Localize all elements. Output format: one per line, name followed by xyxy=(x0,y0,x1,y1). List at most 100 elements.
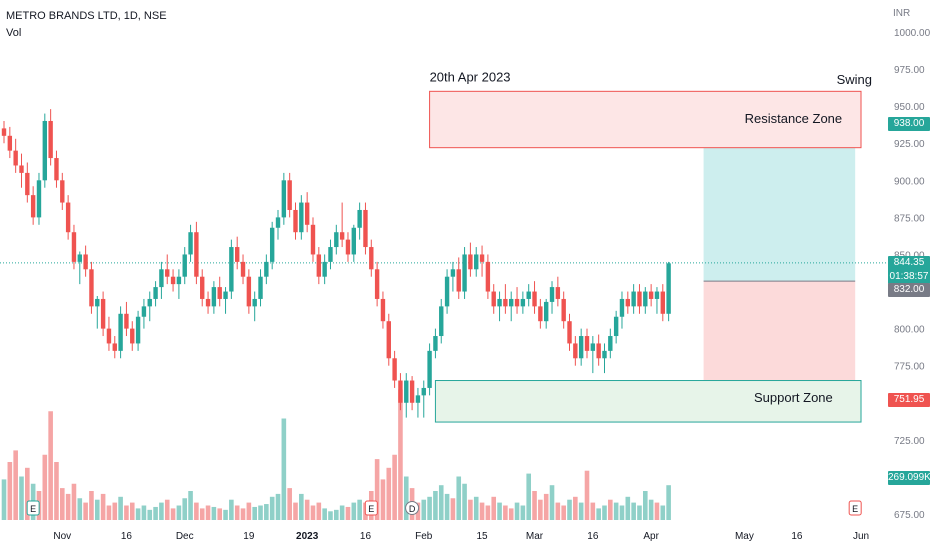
volume-bar xyxy=(643,491,648,520)
volume-bar xyxy=(386,467,392,520)
candle-body xyxy=(89,269,94,307)
volume-bar xyxy=(176,505,182,520)
candle-body xyxy=(159,269,164,288)
volume-bar xyxy=(514,502,520,520)
x-tick-label: Mar xyxy=(526,531,544,542)
candle-body xyxy=(509,298,514,307)
candle-body xyxy=(439,306,444,337)
candle-body xyxy=(392,358,397,381)
candle-body xyxy=(48,120,53,159)
candle-body xyxy=(503,298,508,307)
candle-body xyxy=(36,180,42,218)
volume-bar xyxy=(234,505,240,520)
volume-bar xyxy=(159,502,164,520)
y-tick-label: 950.00 xyxy=(894,102,925,113)
volume-tag: 269.099K xyxy=(888,471,931,485)
volume-bar xyxy=(508,508,514,520)
candle-body xyxy=(631,291,636,307)
candle-body xyxy=(71,232,77,262)
event-marker-label: E xyxy=(368,504,374,514)
volume-bar xyxy=(398,389,403,520)
target-zone xyxy=(703,123,856,282)
current-price-value: 844.35 xyxy=(893,256,925,268)
volume-bar xyxy=(13,450,18,520)
candle-body xyxy=(223,291,228,299)
volume-bar xyxy=(135,508,141,520)
candle-body xyxy=(7,135,13,151)
x-tick-label: 16 xyxy=(360,531,372,542)
event-marker-label: E xyxy=(852,504,858,514)
x-tick-label: 19 xyxy=(243,531,255,542)
volume-bar xyxy=(328,511,333,520)
y-tick-label: 675.00 xyxy=(894,510,925,521)
candle-body xyxy=(42,120,48,181)
candle-body xyxy=(369,247,374,270)
volume-bar xyxy=(240,508,246,520)
candle-body xyxy=(584,336,590,351)
volume-bar xyxy=(299,493,304,520)
current-price-tag: 844.35 01:38:57 xyxy=(888,255,930,284)
volume-bar xyxy=(199,508,205,520)
candle-body xyxy=(648,291,654,299)
candle-body xyxy=(269,227,275,262)
candle-body xyxy=(474,254,479,270)
x-tick-label: 16 xyxy=(587,531,599,542)
volume-bar xyxy=(147,509,153,520)
candle-body xyxy=(444,276,450,307)
volume-bar xyxy=(106,505,112,520)
earnings-marker xyxy=(364,500,378,516)
volume-bar xyxy=(596,508,601,520)
volume-bar xyxy=(217,508,223,520)
candle-body xyxy=(497,298,502,307)
volume-bar xyxy=(25,467,30,520)
currency-label: INR xyxy=(893,8,911,19)
candle-body xyxy=(106,328,112,344)
candle-body xyxy=(456,269,461,292)
volume-bar xyxy=(619,505,625,520)
volume-bar xyxy=(666,485,671,520)
candle-body xyxy=(77,254,82,262)
candle-body xyxy=(404,380,409,403)
volume-bar xyxy=(229,499,234,520)
candle-body xyxy=(608,336,613,351)
candle-body xyxy=(660,291,665,314)
candle-countdown: 01:38:57 xyxy=(889,270,929,282)
volume-bar xyxy=(194,502,199,520)
candle-body xyxy=(613,316,619,337)
x-tick-label: Feb xyxy=(415,531,433,542)
volume-bar xyxy=(485,505,491,520)
y-tick-label: 975.00 xyxy=(894,65,925,76)
volume-bar xyxy=(427,496,432,520)
candle-body xyxy=(293,209,298,233)
candle-body xyxy=(211,287,217,307)
candle-body xyxy=(194,232,199,277)
volume-bar xyxy=(543,493,549,520)
candle-body xyxy=(328,247,333,262)
candle-body xyxy=(287,180,292,210)
volume-bar xyxy=(631,502,636,520)
volume-bar xyxy=(468,499,473,520)
volume-bar xyxy=(421,499,427,520)
volume-bar xyxy=(83,502,88,520)
volume-bar xyxy=(491,496,497,520)
volume-bar xyxy=(124,505,129,520)
volume-bar xyxy=(462,483,467,520)
candle-body xyxy=(514,298,520,307)
candle-body xyxy=(351,227,356,255)
volume-bar xyxy=(170,508,176,520)
target-price-tag: 938.00 xyxy=(888,116,930,131)
candle-body xyxy=(654,291,660,299)
volume-bar xyxy=(374,459,380,520)
volume-bar xyxy=(473,496,479,520)
volume-bar xyxy=(153,506,158,520)
candle-body xyxy=(310,224,316,255)
candle-body xyxy=(147,298,152,307)
volume-bar xyxy=(316,502,322,520)
volume-bar xyxy=(351,502,357,520)
volume-bar xyxy=(287,488,292,520)
volume-bar xyxy=(450,498,456,520)
candle-body xyxy=(235,247,240,262)
event-marker-label: D xyxy=(409,504,416,514)
